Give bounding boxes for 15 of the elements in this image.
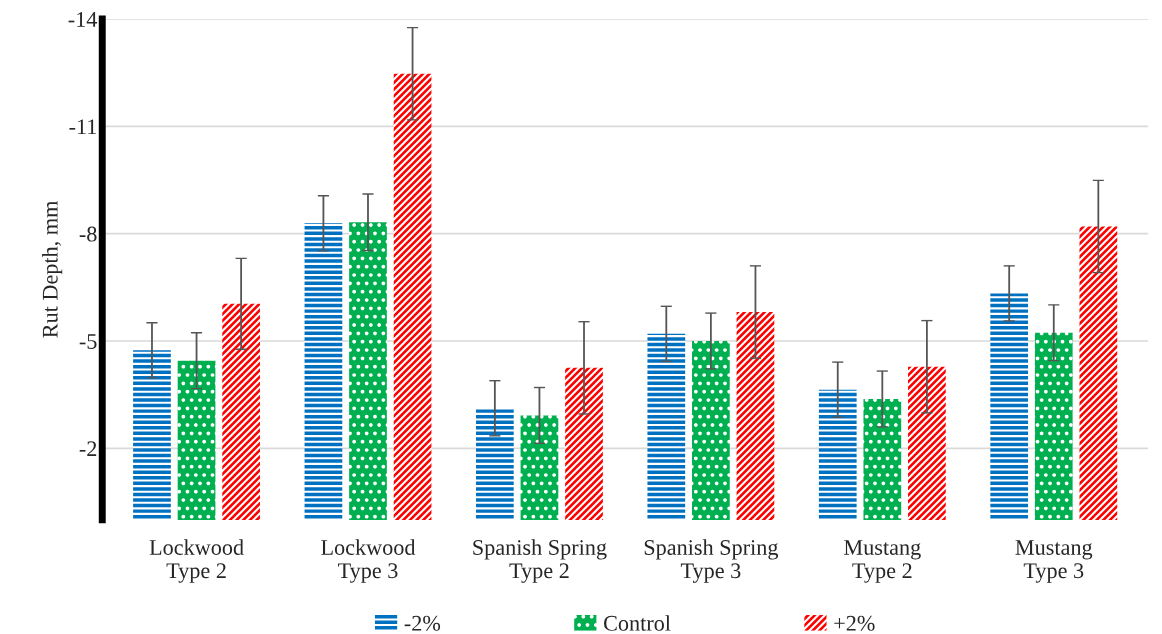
x-tick-label: Spanish Spring Type 2 [473,539,607,583]
y-axis-title: Rut Depth, mm [42,200,63,338]
legend-label: Control [604,615,671,631]
legend-label: -2% [404,615,441,631]
x-tick-label: Mustang Type 3 [1015,540,1093,583]
y-tick-label: -11 [69,119,97,135]
x-tick-label: Lockwood Type 3 [321,539,416,583]
x-tick-label: Spanish Spring Type 3 [644,539,779,583]
legend-label: +2% [834,615,875,631]
y-tick-label: -2 [79,441,97,457]
x-tick-label: Mustang Type 2 [844,540,921,583]
y-tick-label: -14 [68,12,98,27]
y-tick-label: -8 [79,226,97,242]
y-tick-label: -5 [79,334,97,349]
x-tick-label: Lockwood Type 2 [149,539,244,583]
